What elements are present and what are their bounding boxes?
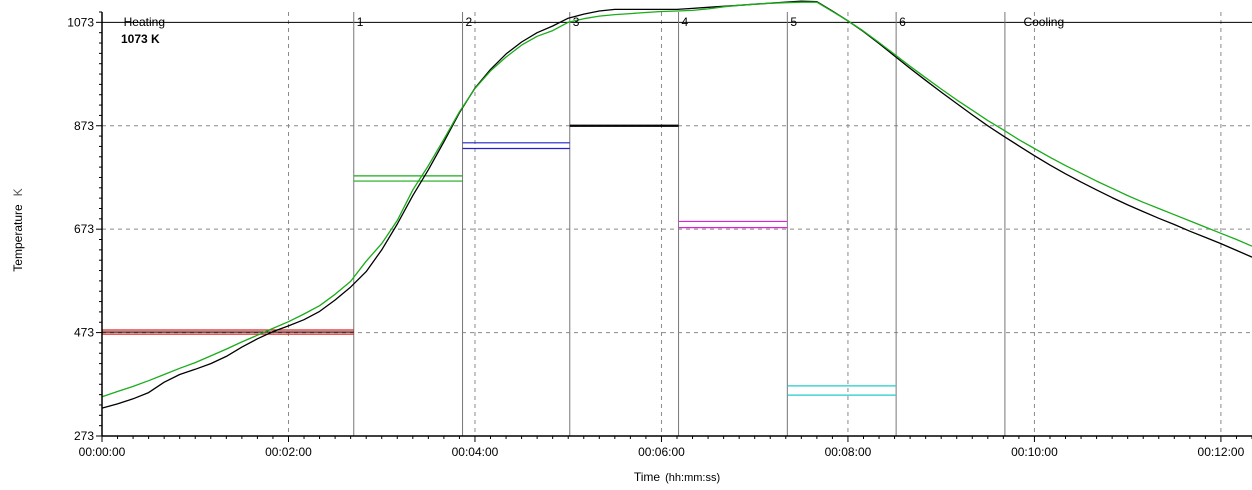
x-tick-label: 00:06:00 (638, 445, 685, 459)
series-line-1 (101, 0, 1252, 409)
series-layer (101, 0, 1252, 409)
segment-label: Heating (124, 15, 165, 29)
y-axis-label: Temperature (11, 204, 25, 272)
axis-layer: 273 473 673 873 1073 00:00:00 00:02:00 00:04:00… (67, 11, 1252, 459)
segment-label: 3 (573, 15, 580, 29)
y-tick-label: 673 (74, 222, 94, 236)
setpoint-bands (102, 124, 897, 396)
grid-layer (102, 12, 1252, 436)
segment-label: 2 (466, 15, 473, 29)
segment-boundaries (353, 12, 1006, 436)
x-tick-label: 00:12:00 (1198, 445, 1245, 459)
segment-label: 5 (790, 15, 797, 29)
y-tick-label: 1073 (67, 15, 94, 29)
label-layer: Heating 1 2 3 4 5 6 Cooling (124, 15, 1065, 29)
x-tick-label: 00:02:00 (265, 445, 312, 459)
x-tick-label: 00:00:00 (79, 445, 126, 459)
x-axis-unit: (hh:mm:ss) (665, 472, 720, 484)
y-tick-label: 273 (74, 429, 94, 443)
y-tick-label: 473 (74, 326, 94, 340)
segment-label: 6 (899, 15, 906, 29)
segment-label: 1 (357, 15, 364, 29)
segment-label: 4 (682, 15, 689, 29)
x-tick-label: 00:10:00 (1011, 445, 1058, 459)
y-tick-label: 873 (74, 119, 94, 133)
setpoint-label: 1073 K (121, 32, 160, 46)
x-axis-title: Time (hh:mm:ss) (634, 470, 720, 484)
x-axis-label: Time (634, 470, 661, 484)
x-tick-label: 00:04:00 (452, 445, 499, 459)
y-axis-unit: K (11, 188, 25, 196)
series-line-2 (101, 1, 1252, 398)
x-tick-label: 00:08:00 (825, 445, 872, 459)
y-axis-title: Temperature K (11, 188, 25, 271)
segment-label: Cooling (1023, 15, 1064, 29)
